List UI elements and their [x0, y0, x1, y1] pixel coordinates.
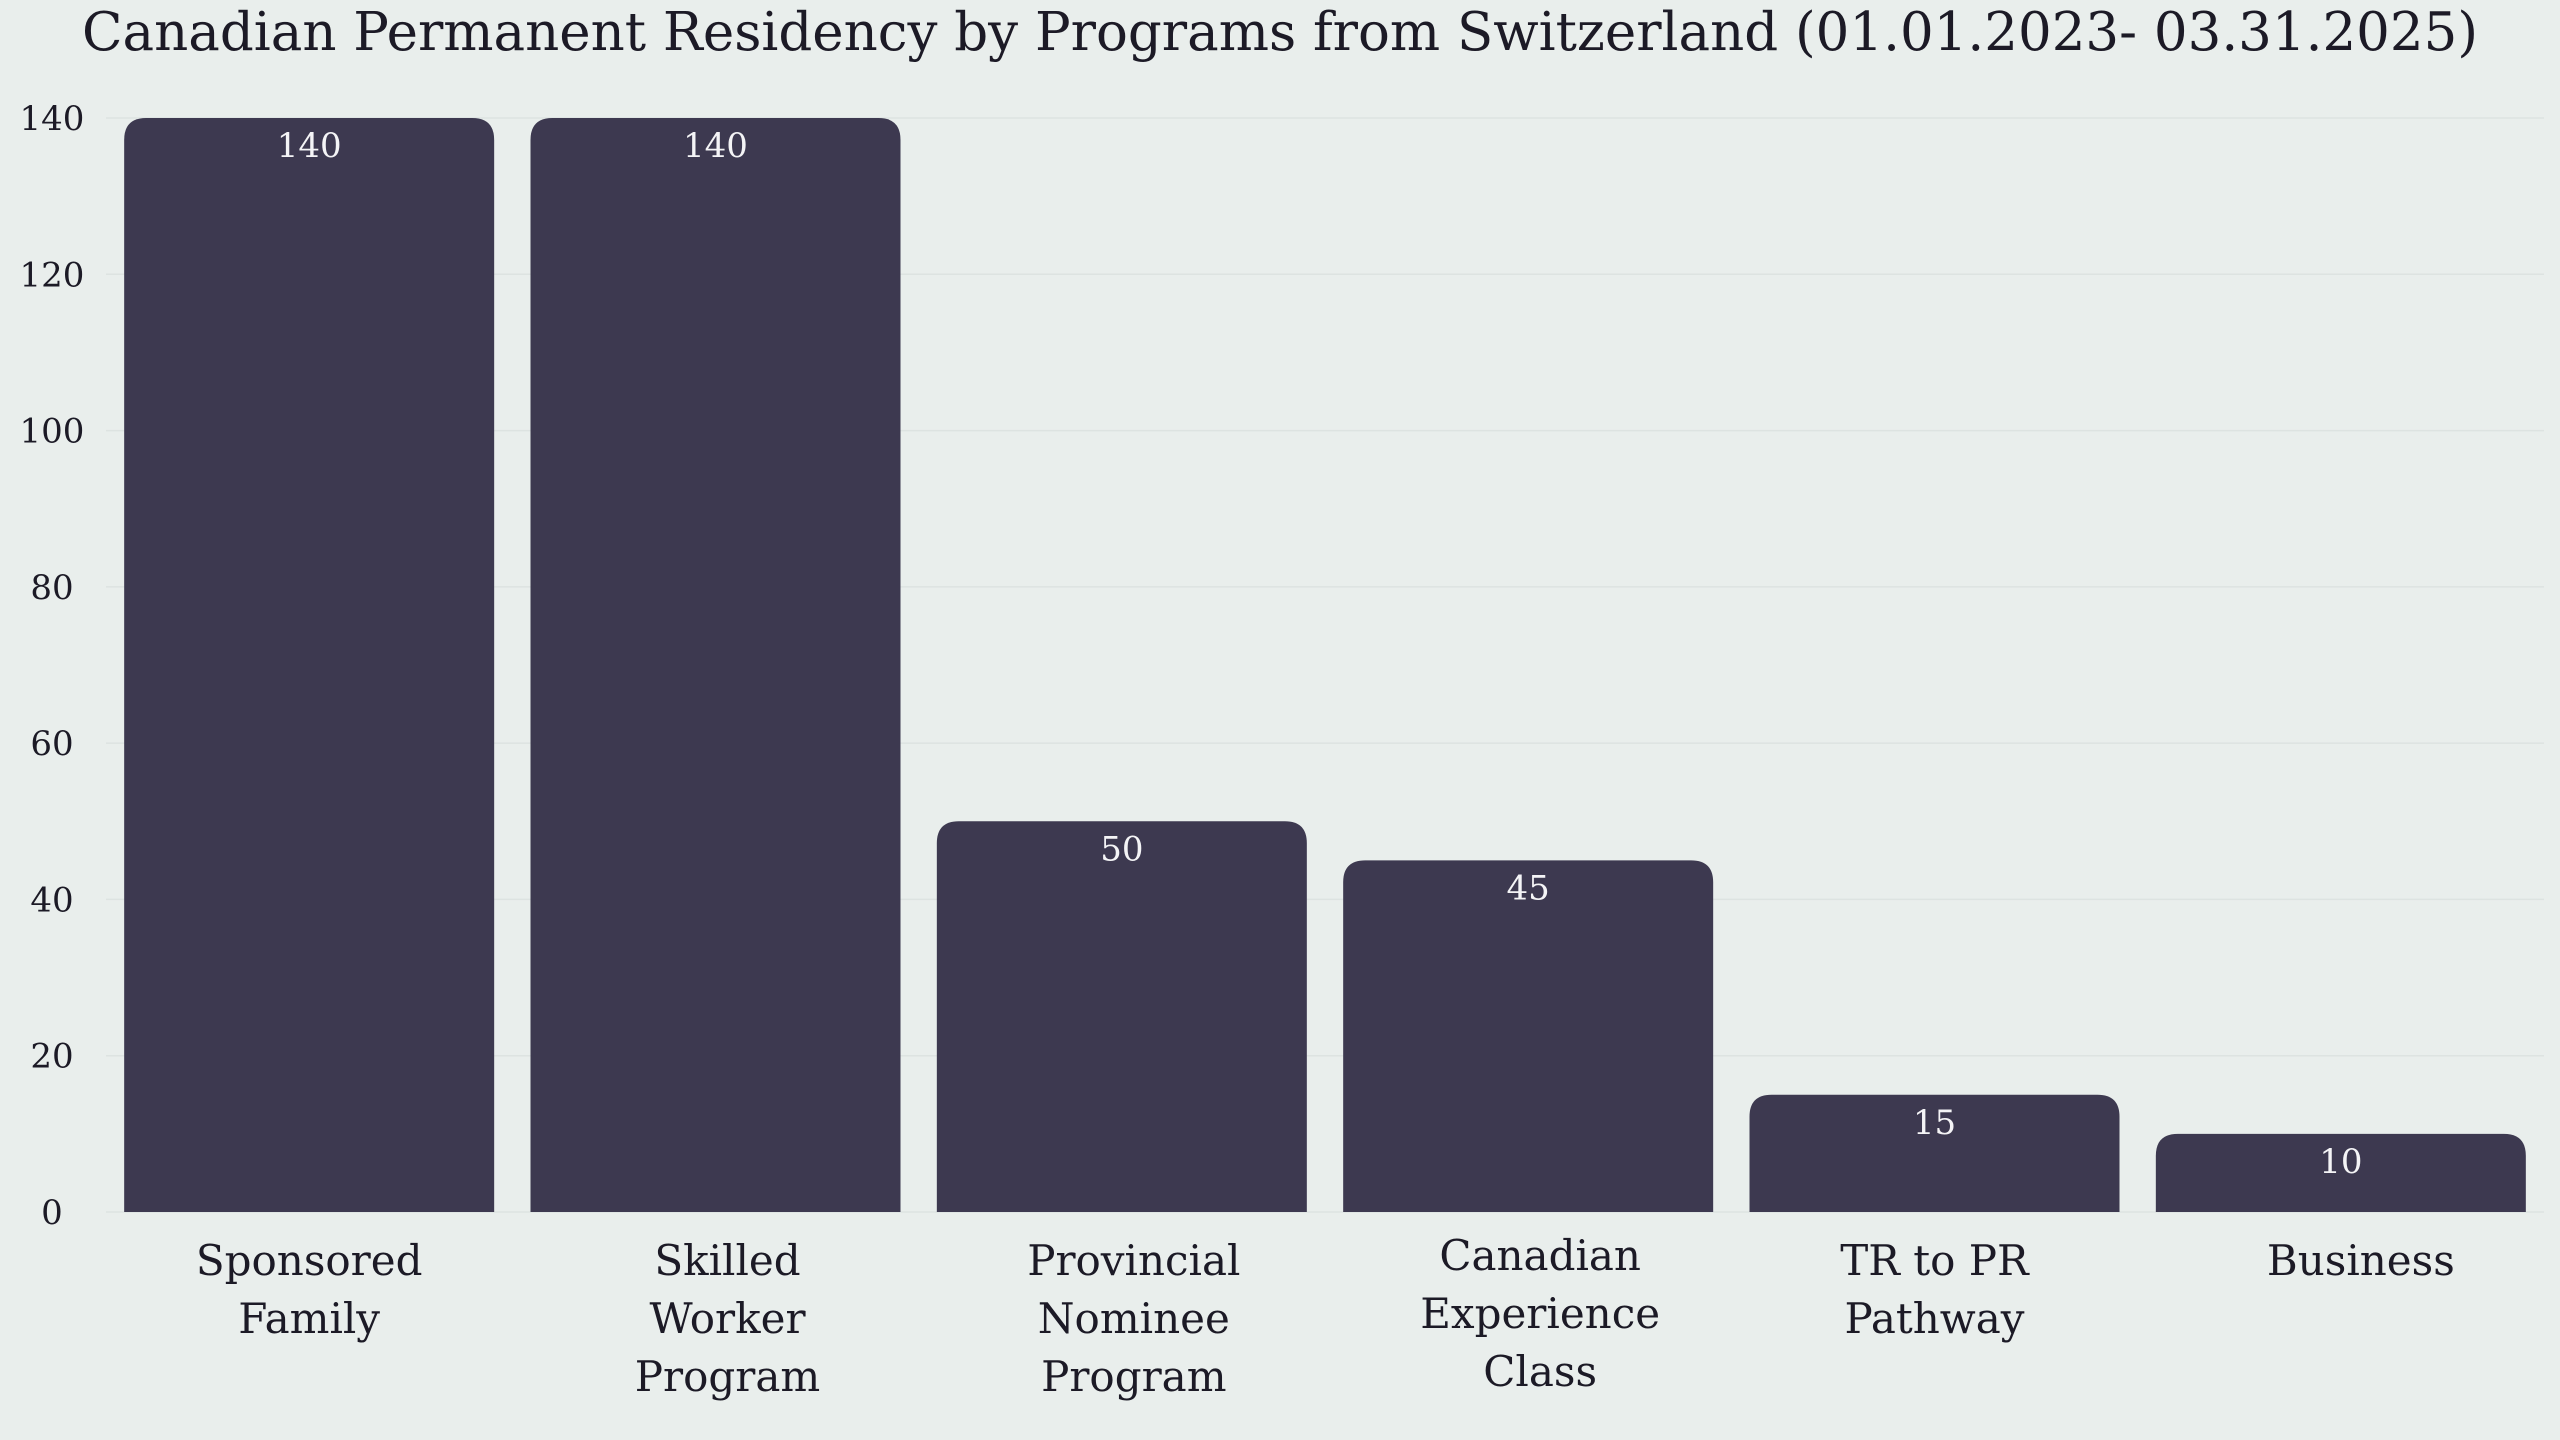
bar — [2155, 1133, 2526, 1212]
bar — [530, 118, 901, 1212]
x-tick-label: Canadian Experience Class — [1420, 1231, 1660, 1396]
data-labels: 140 140 50 45 15 10 — [277, 126, 2363, 1182]
y-tick-label: 120 — [20, 255, 85, 295]
x-tick-label: Skilled Worker Program — [635, 1236, 820, 1401]
y-tick-label: 80 — [30, 568, 73, 608]
bar — [936, 821, 1307, 1212]
data-label: 45 — [1507, 868, 1550, 908]
y-tick-label: 100 — [20, 412, 85, 452]
bars — [124, 118, 2526, 1212]
x-tick-label: Business — [2267, 1236, 2455, 1285]
x-axis-labels: Sponsored Family Skilled Worker Program Provi… — [196, 1231, 2455, 1401]
data-label: 140 — [277, 126, 342, 166]
bar — [124, 118, 495, 1212]
data-label: 50 — [1100, 829, 1143, 869]
x-tick-label: Provincial Nominee Program — [1027, 1236, 1240, 1401]
x-tick-label: TR to PR Pathway — [1840, 1236, 2030, 1343]
x-tick-label: Sponsored Family — [196, 1236, 423, 1343]
y-tick-label: 60 — [30, 724, 73, 764]
y-tick-label: 20 — [30, 1037, 73, 1077]
data-label: 15 — [1913, 1103, 1956, 1143]
bar — [1749, 1094, 2120, 1212]
gridlines — [106, 117, 2544, 1213]
y-axis-ticks: 0 20 40 60 80 100 120 140 — [20, 99, 85, 1233]
chart-title: Canadian Permanent Residency by Programs… — [82, 2, 2478, 63]
data-label: 140 — [683, 126, 748, 166]
bar — [1343, 860, 1714, 1212]
y-tick-label: 0 — [41, 1193, 63, 1233]
y-tick-label: 40 — [30, 880, 73, 920]
data-label: 10 — [2319, 1142, 2362, 1182]
y-tick-label: 140 — [20, 99, 85, 139]
